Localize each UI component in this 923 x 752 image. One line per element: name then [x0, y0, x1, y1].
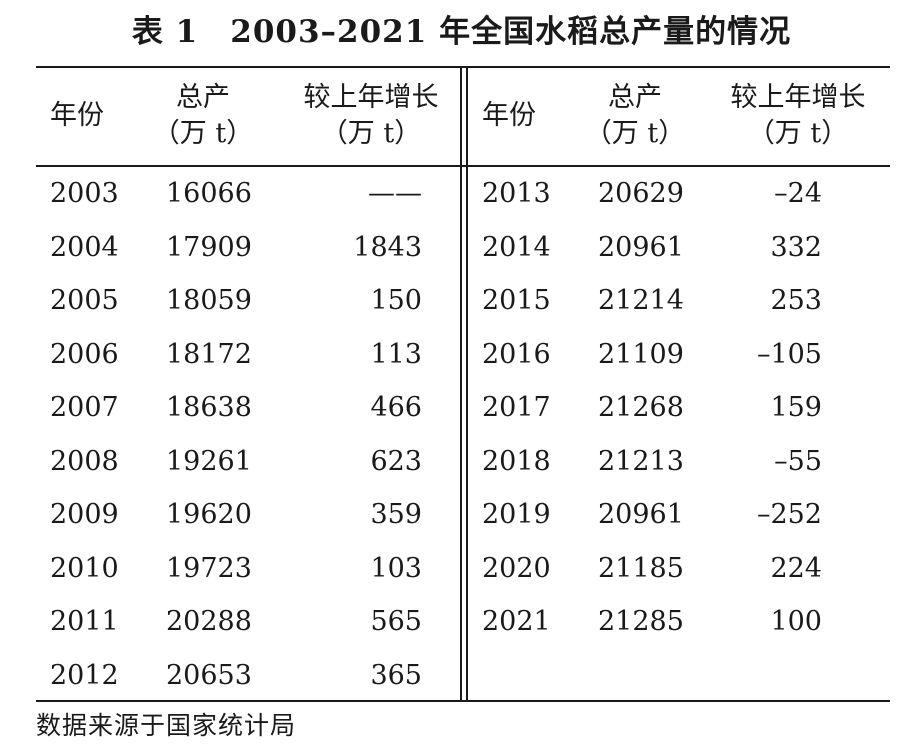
year-cell: 2007	[50, 392, 119, 423]
total-cell: 20629	[598, 178, 684, 209]
increase-cell: 103	[370, 552, 422, 584]
year-cell: 2009	[50, 499, 119, 530]
table-row: 2016 21109 –105	[468, 328, 890, 382]
increase-cell: 565	[370, 606, 422, 637]
total-cell: 20653	[166, 659, 252, 691]
increase-cell: 623	[370, 445, 422, 477]
header-rule	[36, 165, 890, 167]
table-row: 2020 21185 224	[468, 542, 890, 596]
increase-cell: –24	[774, 178, 822, 209]
total-cell: 20961	[598, 499, 684, 530]
header-year: 年份	[50, 100, 104, 131]
table-row: 2012 20653 365	[36, 649, 460, 703]
year-cell: 2014	[482, 231, 551, 263]
table-row: 2003 16066 ——	[36, 167, 460, 221]
increase-cell: 100	[770, 606, 822, 637]
total-cell: 21185	[598, 552, 684, 584]
table-row: 2004 17909 1843	[36, 221, 460, 275]
table-row: 2008 19261 623	[36, 435, 460, 489]
year-cell: 2018	[482, 445, 551, 477]
increase-cell: ——	[368, 178, 422, 209]
year-cell: 2010	[50, 552, 119, 584]
total-cell: 20961	[598, 231, 684, 263]
header-total: 总产 （万 t）	[584, 82, 686, 149]
year-cell: 2015	[482, 285, 551, 316]
double-divider-line-left	[460, 67, 462, 701]
table-row: 2005 18059 150	[36, 274, 460, 328]
increase-cell: 113	[370, 338, 422, 370]
table-row: 2007 18638 466	[36, 381, 460, 435]
total-cell: 18059	[166, 285, 252, 316]
year-cell: 2008	[50, 445, 119, 477]
year-cell: 2005	[50, 285, 119, 316]
table-row: 2014 20961 332	[468, 221, 890, 275]
year-cell: 2017	[482, 392, 551, 423]
table-header-left: 年份 总产 （万 t） 较上年增长 （万 t）	[36, 68, 460, 165]
data-source-note: 数据来源于国家统计局	[36, 711, 297, 740]
table-row: 2013 20629 –24	[468, 167, 890, 221]
year-cell: 2016	[482, 338, 551, 370]
increase-cell: 253	[770, 285, 822, 316]
total-cell: 16066	[166, 178, 252, 209]
header-total: 总产 （万 t）	[152, 82, 254, 149]
increase-cell: –55	[774, 445, 822, 477]
top-rule	[36, 66, 890, 68]
table-row: 2015 21214 253	[468, 274, 890, 328]
table-row: 2018 21213 –55	[468, 435, 890, 489]
year-cell: 2011	[50, 606, 119, 637]
increase-cell: –105	[756, 338, 822, 370]
table-row: 2017 21268 159	[468, 381, 890, 435]
table-body-right: 2013 20629 –24 2014 20961 332 2015 21214 253 2016…	[468, 167, 890, 649]
increase-cell: 150	[370, 285, 422, 316]
total-cell: 21268	[598, 392, 684, 423]
increase-cell: 365	[370, 659, 422, 691]
total-cell: 21213	[598, 445, 684, 477]
year-cell: 2012	[50, 659, 119, 691]
year-cell: 2013	[482, 178, 551, 209]
table-row: 2006 18172 113	[36, 328, 460, 382]
increase-cell: 359	[370, 499, 422, 530]
header-year: 年份	[482, 100, 536, 131]
year-cell: 2006	[50, 338, 119, 370]
double-divider-line-right	[466, 67, 468, 701]
table-row: 2011 20288 565	[36, 595, 460, 649]
table-row: 2009 19620 359	[36, 488, 460, 542]
increase-cell: 1843	[353, 231, 422, 263]
table-title: 表 1 2003–2021 年全国水稻总产量的情况	[131, 14, 792, 50]
year-cell: 2021	[482, 606, 551, 637]
table-row: 2021 21285 100	[468, 595, 890, 649]
total-cell: 21109	[598, 338, 684, 370]
table-header-right: 年份 总产 （万 t） 较上年增长 （万 t）	[468, 68, 890, 165]
increase-cell: 224	[770, 552, 822, 584]
total-cell: 19261	[166, 445, 252, 477]
total-cell: 21214	[598, 285, 684, 316]
header-increase: 较上年增长 （万 t）	[303, 82, 439, 149]
increase-cell: 159	[770, 392, 822, 423]
year-cell: 2019	[482, 499, 551, 530]
increase-cell: 466	[370, 392, 422, 423]
year-cell: 2003	[50, 178, 119, 209]
increase-cell: 332	[770, 231, 822, 263]
year-cell: 2004	[50, 231, 119, 263]
total-cell: 17909	[166, 231, 252, 263]
header-increase: 较上年增长 （万 t）	[730, 82, 866, 149]
table-row: 2019 20961 –252	[468, 488, 890, 542]
total-cell: 19723	[166, 552, 252, 584]
total-cell: 18172	[166, 338, 252, 370]
table-body-left: 2003 16066 —— 2004 17909 1843 2005 18059 150 2006…	[36, 167, 460, 702]
year-cell: 2020	[482, 552, 551, 584]
total-cell: 21285	[598, 606, 684, 637]
total-cell: 19620	[166, 499, 252, 530]
increase-cell: –252	[756, 499, 822, 530]
bottom-rule	[36, 700, 890, 702]
table-right-half: 年份 总产 （万 t） 较上年增长 （万 t） 2013 20629 –24 2014…	[468, 68, 890, 700]
table-left-half: 年份 总产 （万 t） 较上年增长 （万 t） 2003 16066 —— 2004 1…	[36, 68, 460, 700]
total-cell: 18638	[166, 392, 252, 423]
total-cell: 20288	[166, 606, 252, 637]
table-row: 2010 19723 103	[36, 542, 460, 596]
